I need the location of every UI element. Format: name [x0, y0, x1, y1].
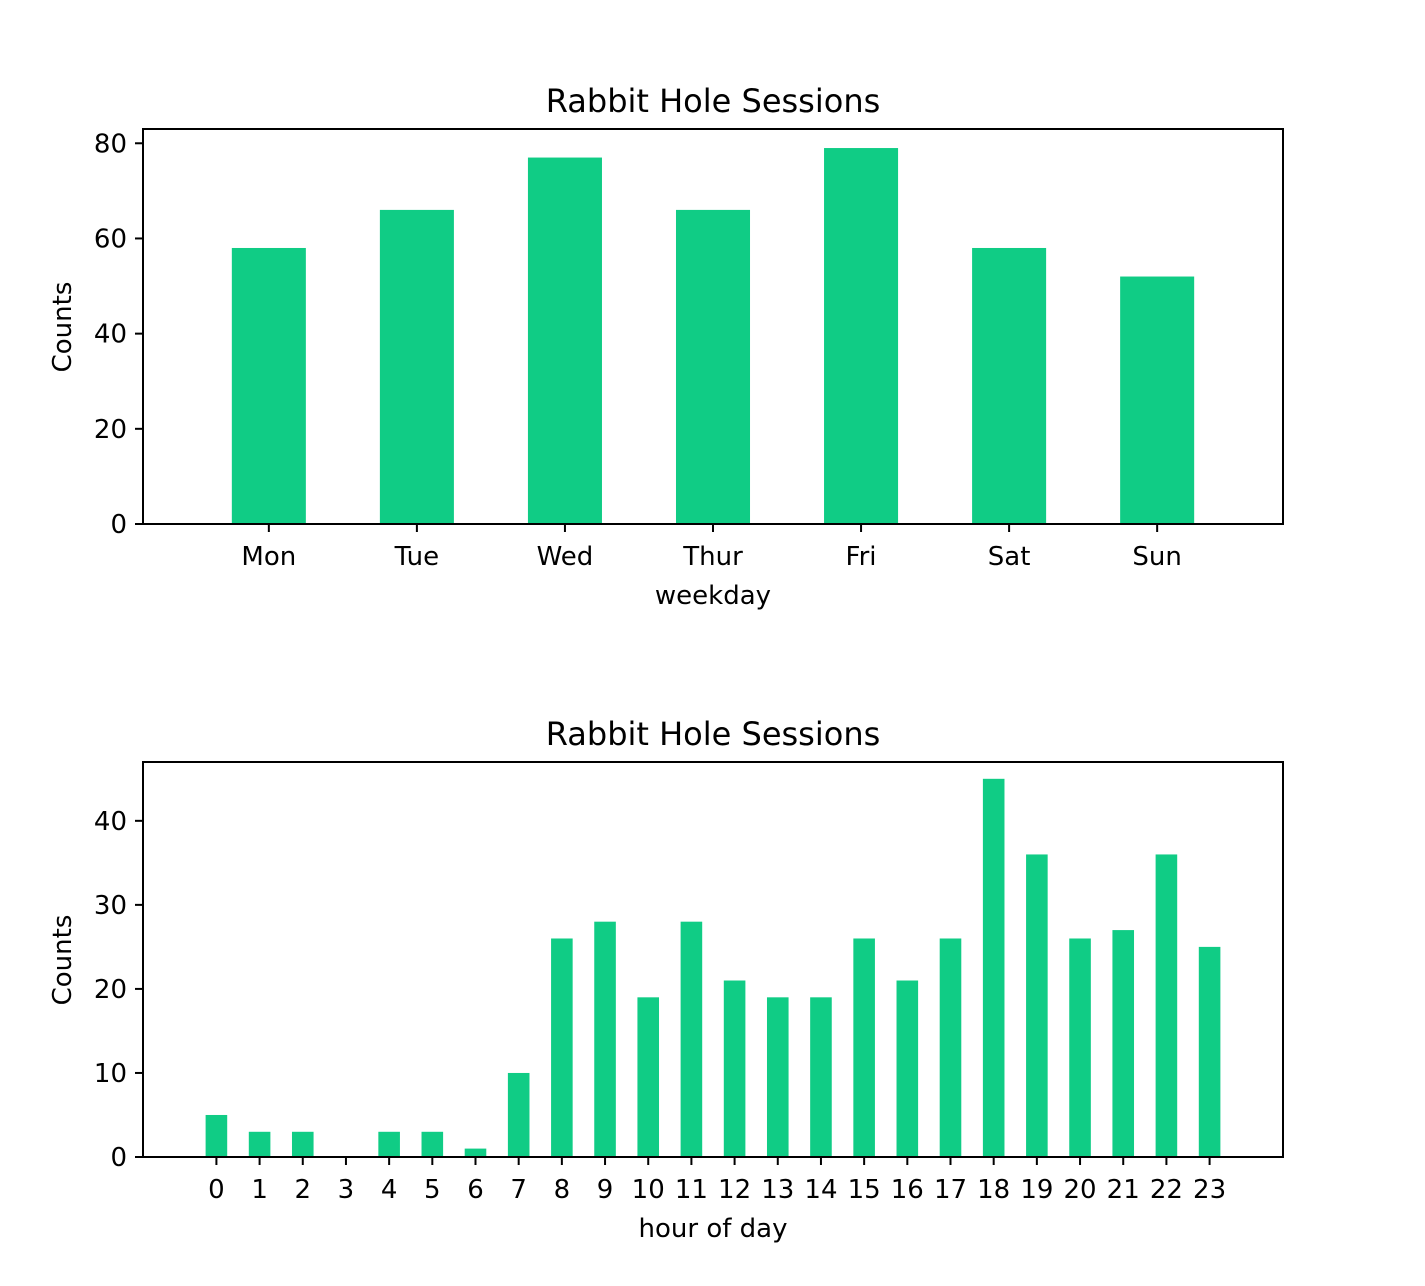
x-tick-label: 13	[761, 1175, 794, 1205]
x-tick-label: Fri	[846, 542, 877, 572]
x-tick-label: 16	[891, 1175, 924, 1205]
x-tick-label: Tue	[394, 542, 439, 572]
bar-20	[1069, 938, 1091, 1157]
bar-14	[810, 997, 832, 1157]
bar-8	[551, 938, 573, 1157]
y-ticks: 0 10 20 30 40	[94, 807, 143, 1173]
chart-title: Rabbit Hole Sessions	[546, 82, 881, 120]
bars-group	[205, 778, 1221, 1157]
y-tick-label: 30	[94, 891, 127, 921]
x-tick-label: 17	[934, 1175, 967, 1205]
bar-22	[1155, 854, 1178, 1157]
x-tick-label: 11	[675, 1175, 708, 1205]
bar-5	[421, 1131, 444, 1157]
y-tick-label: 60	[94, 224, 127, 254]
y-tick-label: 80	[94, 129, 127, 159]
x-tick-label: 4	[381, 1175, 398, 1205]
y-tick-label: 20	[94, 415, 127, 445]
x-tick-label: 18	[977, 1175, 1010, 1205]
bar-Sat	[972, 247, 1047, 525]
x-tick-label: 14	[804, 1175, 837, 1205]
x-tick-label: 1	[251, 1175, 268, 1205]
x-tick-label: 8	[554, 1175, 571, 1205]
chart-title: Rabbit Hole Sessions	[546, 715, 881, 753]
x-tick-label: 19	[1020, 1175, 1053, 1205]
y-tick-label: 40	[94, 807, 127, 837]
y-tick-label: 40	[94, 320, 127, 350]
bar-16	[896, 980, 919, 1157]
bar-Tue	[379, 209, 454, 524]
bar-19	[1026, 854, 1048, 1157]
bar-Wed	[527, 157, 602, 525]
bar-4	[378, 1131, 400, 1157]
y-axis-label: Counts	[48, 915, 78, 1006]
x-tick-label: 5	[424, 1175, 441, 1205]
x-tick-label: 20	[1063, 1175, 1096, 1205]
bar-Fri	[824, 148, 899, 525]
bar-Thur	[675, 209, 751, 524]
x-tick-label: Sun	[1132, 542, 1181, 572]
y-tick-label: 0	[110, 510, 127, 540]
bar-1	[248, 1131, 271, 1157]
bar-10	[637, 997, 660, 1157]
x-tick-label: Thur	[682, 542, 743, 572]
bar-17	[939, 938, 962, 1157]
bar-9	[594, 921, 616, 1157]
bar-7	[507, 1072, 530, 1157]
chart-weekday: Rabbit Hole Sessions Mon Tue Wed Thur Fri Sat…	[48, 82, 1284, 611]
x-tick-label: 15	[848, 1175, 881, 1205]
x-axis-label: hour of day	[639, 1214, 788, 1244]
x-tick-label: 9	[597, 1175, 614, 1205]
bar-2	[291, 1131, 314, 1157]
bars-group	[231, 148, 1195, 525]
bar-11	[680, 921, 703, 1157]
x-tick-label: 22	[1150, 1175, 1183, 1205]
x-tick-label: 23	[1193, 1175, 1226, 1205]
x-tick-label: Sat	[988, 542, 1031, 572]
bar-6	[464, 1148, 487, 1157]
y-axis-label: Counts	[48, 282, 78, 373]
x-tick-label: Mon	[241, 542, 296, 572]
x-tick-label: 0	[208, 1175, 225, 1205]
bar-Mon	[231, 247, 306, 525]
x-tick-label: 10	[632, 1175, 665, 1205]
bar-23	[1198, 946, 1221, 1157]
x-tick-label: 12	[718, 1175, 751, 1205]
y-ticks: 0 20 40 60 80	[94, 129, 143, 540]
bar-21	[1112, 930, 1135, 1157]
x-tick-label: 21	[1107, 1175, 1140, 1205]
x-ticks: 0 1 2 3 4 5 6 7 8 9 10 11 12 13 14 15 16 17 18 19 20 21 22 23	[208, 1157, 1226, 1205]
x-tick-label: 7	[510, 1175, 527, 1205]
bar-Sun	[1120, 276, 1195, 524]
x-ticks: Mon Tue Wed Thur Fri Sat Sun	[241, 524, 1182, 572]
bar-13	[766, 997, 789, 1157]
bar-18	[982, 778, 1005, 1157]
plot-frame	[142, 761, 1284, 1158]
x-axis-label: weekday	[655, 581, 771, 611]
bar-15	[853, 938, 875, 1157]
x-tick-label: 6	[467, 1175, 484, 1205]
bar-0	[205, 1114, 228, 1157]
y-tick-label: 0	[110, 1143, 127, 1173]
x-tick-label: 3	[338, 1175, 355, 1205]
bar-12	[723, 980, 746, 1157]
x-tick-label: 2	[294, 1175, 311, 1205]
y-tick-label: 10	[94, 1059, 127, 1089]
y-tick-label: 20	[94, 975, 127, 1005]
x-tick-label: Wed	[537, 542, 594, 572]
chart-hour: Rabbit Hole Sessions 0 1 2 3 4 5 6 7 8 9 10 11 12 13 1…	[48, 715, 1284, 1244]
